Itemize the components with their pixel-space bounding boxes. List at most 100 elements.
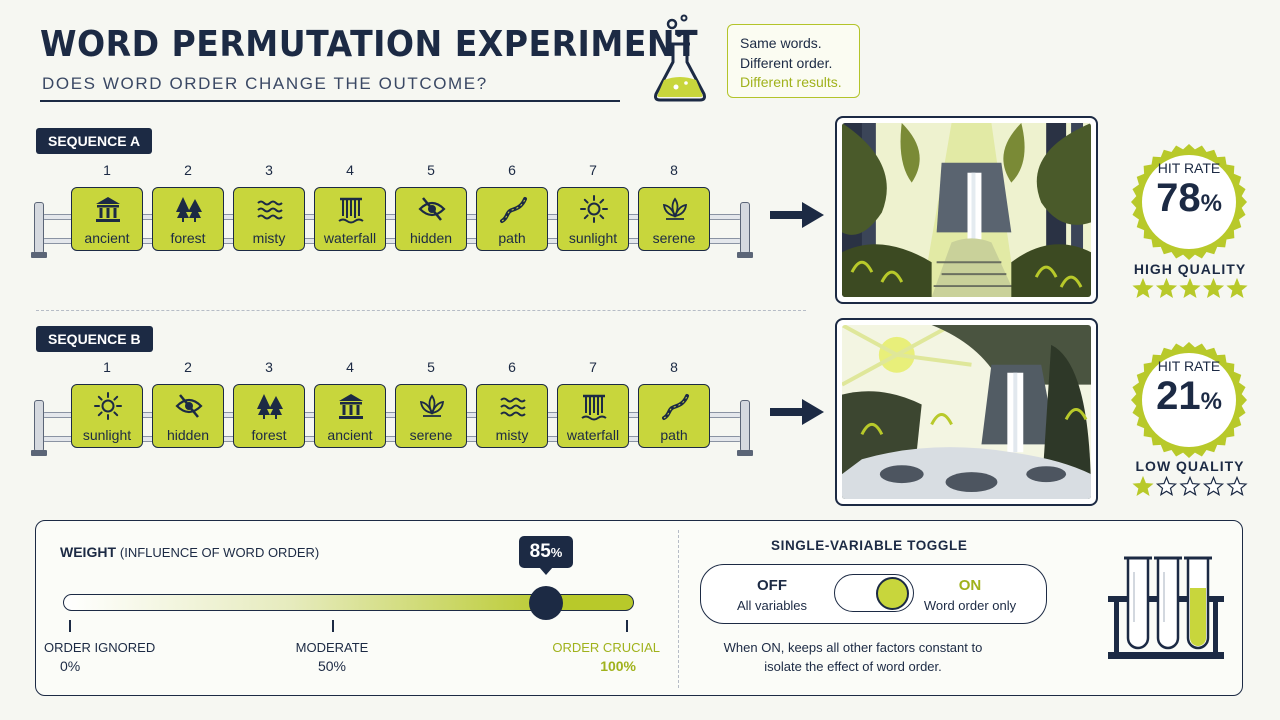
word-tile-serene[interactable]: serene — [395, 384, 467, 448]
star-empty-icon — [1179, 475, 1201, 496]
hit-rate-value: 21% — [1156, 374, 1222, 418]
word-tile-waterfall[interactable]: waterfall — [314, 187, 386, 251]
word-tile-sunlight[interactable]: sunlight — [557, 187, 629, 251]
position-number: 1 — [103, 359, 111, 375]
word-tile-label: path — [660, 427, 688, 443]
word-tile-label: misty — [495, 427, 529, 443]
scale-label-mid: MODERATE — [295, 640, 369, 655]
toggle-on-label[interactable]: ON — [958, 577, 982, 594]
word-tile-misty[interactable]: misty — [476, 384, 548, 448]
quality-label-a: HIGH QUALITY — [1133, 261, 1247, 277]
pillar-icon — [96, 197, 120, 222]
path-icon — [662, 394, 689, 420]
page-title: WORD PERMUTATION EXPERIMENT — [40, 24, 699, 65]
toggle-description: When ON, keeps all other factors constan… — [723, 640, 983, 674]
scene-image-a — [835, 116, 1098, 304]
hit-rate-a: HIT RATE 78% — [1129, 160, 1249, 226]
toggle-title: SINGLE-VARIABLE TOGGLE — [771, 538, 968, 553]
word-tile-label: forest — [170, 230, 206, 246]
title-underline — [40, 100, 620, 102]
word-tile-misty[interactable]: misty — [233, 187, 305, 251]
lotus-icon — [662, 197, 688, 220]
waterfall-icon — [338, 197, 364, 224]
sequence-b-rail — [31, 394, 753, 456]
word-tile-label: hidden — [409, 230, 453, 246]
word-tile-ancient[interactable]: ancient — [71, 187, 143, 251]
callout-line: Different order. — [740, 54, 833, 71]
callout-line: Same words. — [740, 35, 822, 51]
hit-rate-caption: HIT RATE — [1157, 358, 1221, 374]
rating-stars-a — [1132, 277, 1248, 300]
waterfall-icon — [581, 394, 607, 421]
position-number: 5 — [427, 162, 435, 178]
test-tubes-icon — [1108, 556, 1224, 659]
word-tile-label: path — [498, 230, 526, 246]
word-tile-label: ancient — [84, 230, 130, 246]
position-number: 2 — [184, 359, 192, 375]
star-empty-icon — [1155, 475, 1178, 496]
toggle-off-label[interactable]: OFF — [757, 577, 787, 594]
word-tile-hidden[interactable]: hidden — [395, 187, 467, 251]
waves-icon — [257, 200, 283, 220]
position-number: 4 — [346, 162, 354, 178]
word-tile-forest[interactable]: forest — [233, 384, 305, 448]
star-filled-icon — [1226, 277, 1248, 298]
position-number: 6 — [508, 162, 516, 178]
pillar-icon — [339, 394, 363, 419]
word-tile-ancient[interactable]: ancient — [314, 384, 386, 448]
scale-value-mid: 50% — [317, 658, 347, 674]
position-number: 3 — [265, 162, 273, 178]
hit-rate-badge-b — [1131, 342, 1247, 458]
lotus-icon — [419, 394, 445, 417]
toggle-on-sublabel: Word order only — [923, 598, 1017, 613]
word-tile-label: sunlight — [82, 427, 132, 443]
scale-value-min: 0% — [60, 658, 81, 674]
word-tile-waterfall[interactable]: waterfall — [557, 384, 629, 448]
toggle-knob[interactable] — [876, 577, 909, 610]
star-filled-icon — [1155, 277, 1178, 298]
callout-line-highlight: Different results. — [740, 74, 842, 90]
rating-stars-b — [1132, 475, 1248, 498]
word-tile-label: waterfall — [323, 230, 377, 246]
word-tile-label: sunlight — [568, 230, 618, 246]
word-tile-label: forest — [251, 427, 287, 443]
trees-icon — [257, 394, 283, 419]
callout-box: Same words. Different order. Different r… — [727, 24, 860, 98]
hit-rate-caption: HIT RATE — [1157, 160, 1221, 176]
word-tile-serene[interactable]: serene — [638, 187, 710, 251]
eye-slash-icon — [418, 197, 446, 221]
position-number: 5 — [427, 359, 435, 375]
sequence-a-label: SEQUENCE A — [36, 128, 153, 154]
word-tile-hidden[interactable]: hidden — [152, 384, 224, 448]
scale-label-min: ORDER IGNORED — [44, 640, 156, 655]
scale-label-max: ORDER CRUCIAL — [552, 640, 660, 655]
word-tile-forest[interactable]: forest — [152, 187, 224, 251]
star-filled-icon — [1132, 475, 1154, 496]
position-number: 3 — [265, 359, 273, 375]
hit-rate-value: 78% — [1156, 176, 1222, 220]
position-number: 7 — [589, 162, 597, 178]
scale-tick — [69, 620, 71, 632]
word-tile-label: hidden — [166, 427, 210, 443]
word-tile-label: ancient — [327, 427, 373, 443]
page-subtitle: DOES WORD ORDER CHANGE THE OUTCOME? — [42, 74, 488, 93]
tooltip-pointer — [539, 567, 553, 575]
weight-slider-handle[interactable] — [529, 586, 563, 620]
star-filled-icon — [1202, 277, 1225, 298]
scale-value-max: 100% — [600, 658, 636, 674]
position-number: 8 — [670, 359, 678, 375]
arrow-right-icon — [770, 399, 824, 425]
word-tile-path[interactable]: path — [638, 384, 710, 448]
sequence-a-rail — [31, 196, 753, 258]
sun-icon — [94, 392, 122, 420]
hit-rate-badge-a — [1131, 144, 1247, 260]
weight-slider-track[interactable] — [63, 594, 634, 611]
star-filled-icon — [1132, 277, 1154, 298]
word-tile-path[interactable]: path — [476, 187, 548, 251]
hit-rate-b: HIT RATE 21% — [1129, 358, 1249, 424]
scale-tick — [626, 620, 628, 632]
word-tile-sunlight[interactable]: sunlight — [71, 384, 143, 448]
position-number: 7 — [589, 359, 597, 375]
position-number: 2 — [184, 162, 192, 178]
